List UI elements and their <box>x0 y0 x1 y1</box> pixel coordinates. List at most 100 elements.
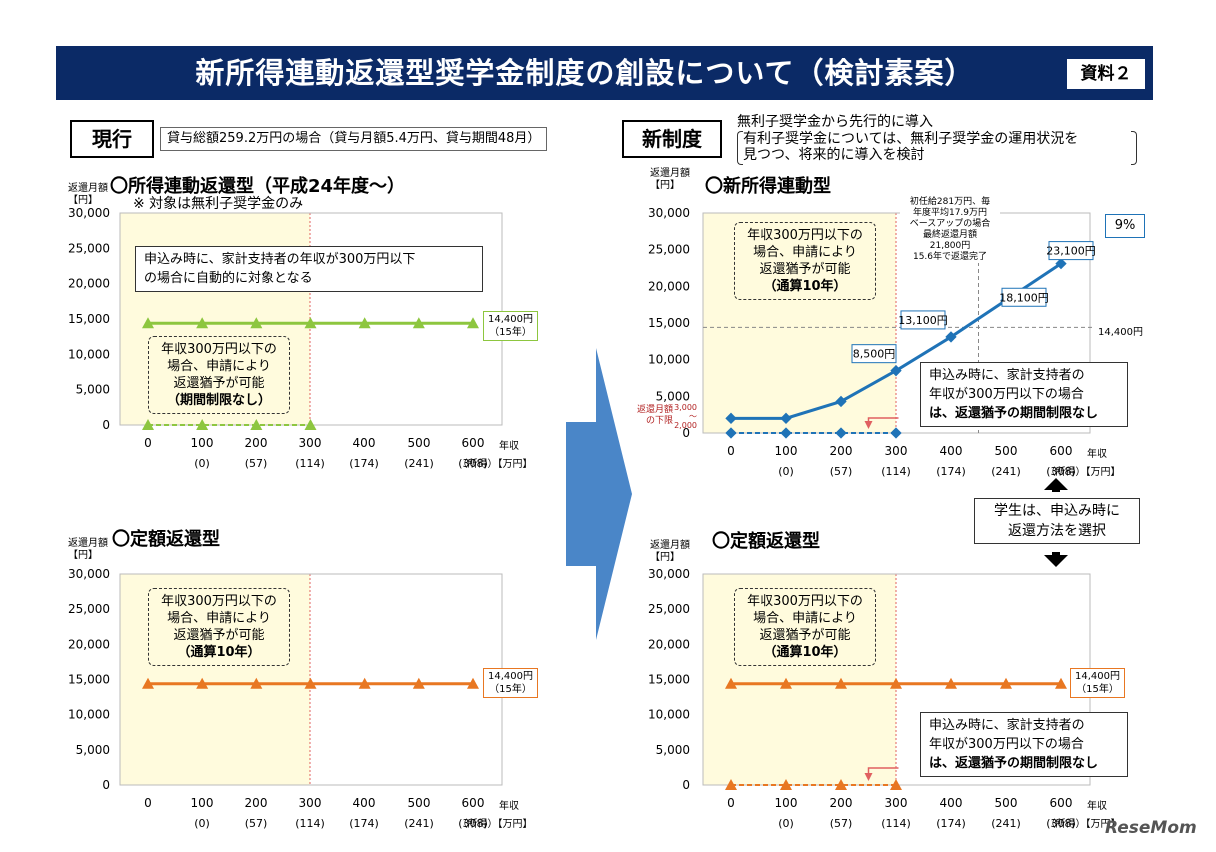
chart2-x-subtick: (308) <box>458 817 488 830</box>
chart3-x-unit: （所得）【万円】 <box>1046 466 1121 478</box>
chart4-point <box>725 677 737 689</box>
chart4-end-label: 14,400円 （15年） <box>1070 668 1125 698</box>
chart3-min-label: 返還月額 の下限 <box>636 405 673 426</box>
chart1-x-tick: 200 <box>245 436 268 450</box>
chart2-x-tick: 500 <box>408 796 431 810</box>
chart3-point <box>780 412 792 424</box>
chart4-x-tick: 600 <box>1050 796 1073 810</box>
chart4-y-tick: 15,000 <box>648 673 690 687</box>
chart4-x-tick: 100 <box>775 796 798 810</box>
chart3-point <box>725 412 737 424</box>
intro-line3: 見つつ、将来的に導入を検討 <box>743 147 925 163</box>
chart3-x-tick: 600 <box>1050 444 1073 458</box>
chart1-point <box>412 317 425 329</box>
chart3-deferral-box: 年収300万円以下の 場合、申請により 返還猶予が可能 （通算10年） <box>734 222 876 300</box>
title-bar <box>56 46 1153 100</box>
chart3-point <box>780 427 792 439</box>
chart1-x-tick: 500 <box>408 436 431 450</box>
chart3-y-tick: 0 <box>682 426 690 440</box>
chart3-y-tick: 25,000 <box>648 243 690 257</box>
chart3-y-tick: 15,000 <box>648 316 690 330</box>
chart2-y-tick: 0 <box>102 778 110 792</box>
chart1-y-tick: 30,000 <box>68 206 110 220</box>
chart3-x-subtick: (174) <box>936 465 966 478</box>
chart2-title: 〇定額返還型 <box>112 529 220 550</box>
chart2-point <box>358 677 371 689</box>
chart1-x-subtick: (241) <box>404 457 434 470</box>
chart1-title: 〇所得連動返還型（平成24年度～） <box>110 176 406 197</box>
chart4-point <box>725 779 737 790</box>
chart4-x-label: 年収 <box>1087 799 1107 812</box>
y-unit-1: 返還月額 【円】 <box>68 183 108 206</box>
condition-box: 貸与総額259.2万円の場合（貸与月額5.4万円、貸与期間48月） <box>160 127 548 151</box>
chart2-point <box>412 677 425 689</box>
chart3-x-subtick: (57) <box>830 465 853 478</box>
chart3-data-label: 13,100円 <box>898 314 948 327</box>
chart2-x-unit: （所得）【万円】 <box>458 818 533 830</box>
chart2-x-label: 年収 <box>499 799 519 812</box>
chart2-point <box>304 677 317 689</box>
chart3-point <box>835 427 847 439</box>
chart4-x-tick: 0 <box>727 796 735 810</box>
chart3-y-tick: 20,000 <box>648 279 690 293</box>
y-unit-4: 返還月額 【円】 <box>650 540 690 563</box>
chart2-y-tick: 10,000 <box>68 708 110 722</box>
chart1-x-tick: 100 <box>191 436 214 450</box>
chart1-x-unit: （所得）【万円】 <box>458 458 533 470</box>
chart4-point <box>945 677 957 689</box>
chart3-point <box>725 427 737 439</box>
chart1-point <box>196 419 209 430</box>
chart1-x-subtick: (57) <box>245 457 268 470</box>
chart2-x-subtick: (241) <box>404 817 434 830</box>
chart4-x-subtick: (174) <box>936 817 966 830</box>
y-unit-2: 返還月額 【円】 <box>68 538 108 561</box>
chart2-x-tick: 100 <box>191 796 214 810</box>
chart2-x-tick: 200 <box>245 796 268 810</box>
chart3-x-subtick: (0) <box>778 465 794 478</box>
chart4-x-unit: （所得）【万円】 <box>1046 818 1121 830</box>
chart2-x-tick: 400 <box>353 796 376 810</box>
chart4-point <box>780 677 792 689</box>
chart1-point <box>304 419 317 430</box>
chart3-data-label-box <box>1048 241 1094 261</box>
chart1-point <box>250 419 263 430</box>
chart3-x-subtick: (308) <box>1046 465 1076 478</box>
chart4-deferral-box: 年収300万円以下の 場合、申請により 返還猶予が可能 （通算10年） <box>734 588 876 666</box>
chart2-end-label: 14,400円 （15年） <box>483 668 538 698</box>
chart3-data-label: 8,500円 <box>853 348 896 361</box>
chart1-end-label: 14,400円 （15年） <box>483 311 538 341</box>
chart3-data-label-box <box>1001 287 1047 307</box>
chart2-x-tick: 300 <box>299 796 322 810</box>
chart4-point <box>890 677 902 689</box>
chart1-x-tick: 300 <box>299 436 322 450</box>
chart3-point <box>890 365 902 377</box>
select-arrow-down <box>1044 552 1068 567</box>
chart1-point <box>304 317 317 329</box>
chart4-x-subtick: (241) <box>991 817 1021 830</box>
chart4-point <box>780 779 792 790</box>
chart3-point <box>1055 257 1067 270</box>
chart3-ref-label: 14,400円 <box>1098 327 1143 338</box>
chart2-x-tick: 600 <box>462 796 485 810</box>
chart4-y-tick: 30,000 <box>648 567 690 581</box>
chart3-data-label-box <box>851 344 897 364</box>
chart1-point <box>142 317 154 329</box>
intro-bracket-left <box>737 131 743 165</box>
chart4-point <box>1055 677 1067 689</box>
chart1-deferral-box: 年収300万円以下の 場合、申請により 返還猶予が可能 （期間制限なし） <box>148 336 290 414</box>
chart2-y-tick: 15,000 <box>68 673 110 687</box>
chart3-point <box>835 395 847 408</box>
chart3-point <box>945 331 957 343</box>
chart4-x-subtick: (114) <box>881 817 911 830</box>
chart2-y-tick: 20,000 <box>68 637 110 651</box>
chart1-y-tick: 15,000 <box>68 312 110 326</box>
chart3-x-subtick: (114) <box>881 465 911 478</box>
chart2-point <box>467 677 479 689</box>
chart3-x-subtick: (241) <box>991 465 1021 478</box>
chart2-deferral-box: 年収300万円以下の 場合、申請により 返還猶予が可能 （通算10年） <box>148 588 290 666</box>
chart4-title: 〇定額返還型 <box>712 531 820 552</box>
chart4-x-subtick: (57) <box>830 817 853 830</box>
chart3-y-tick: 30,000 <box>648 206 690 220</box>
chart3-x-tick: 300 <box>885 444 908 458</box>
chart3-y-tick: 10,000 <box>648 353 690 367</box>
